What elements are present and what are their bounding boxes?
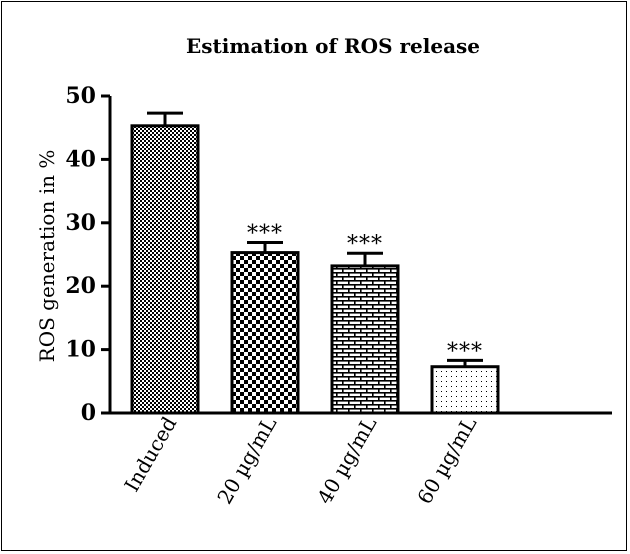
x-tick-label-group: Induced xyxy=(119,412,181,495)
y-axis-ticks: 0 10 20 30 40 50 xyxy=(65,83,110,426)
significance-marker: *** xyxy=(247,221,283,246)
bar-1 xyxy=(230,251,300,415)
y-tick-label: 40 xyxy=(65,146,96,172)
chart-title: Estimation of ROS release xyxy=(186,34,480,58)
x-tick-label: 40 µg/mL xyxy=(312,413,381,509)
y-axis-label: ROS generation in % xyxy=(35,150,59,363)
x-tick-label: 60 µg/mL xyxy=(412,413,481,509)
x-tick-label-group: 40 µg/mL xyxy=(312,413,381,509)
x-tick-label-group: 20 µg/mL xyxy=(212,413,281,509)
bar-3 xyxy=(430,365,500,415)
y-tick-label: 10 xyxy=(65,337,96,363)
y-tick-label: 20 xyxy=(65,273,96,299)
bar-0 xyxy=(130,124,200,415)
y-tick-label: 30 xyxy=(65,210,96,236)
x-tick-label-group: 60 µg/mL xyxy=(412,413,481,509)
significance-marker: *** xyxy=(447,339,483,364)
x-tick-label: 20 µg/mL xyxy=(212,413,281,509)
significance-marker: *** xyxy=(347,232,383,257)
x-tick-labels: Induced 20 µg/mL 40 µg/mL 60 µg/mL xyxy=(119,412,481,508)
y-tick-label: 50 xyxy=(65,83,96,109)
y-tick-label: 0 xyxy=(81,400,96,426)
bar-2 xyxy=(330,264,400,415)
y-axis-label-group: ROS generation in % xyxy=(35,150,59,363)
bars-group: *** *** *** xyxy=(130,111,500,415)
x-tick-label: Induced xyxy=(119,412,181,495)
